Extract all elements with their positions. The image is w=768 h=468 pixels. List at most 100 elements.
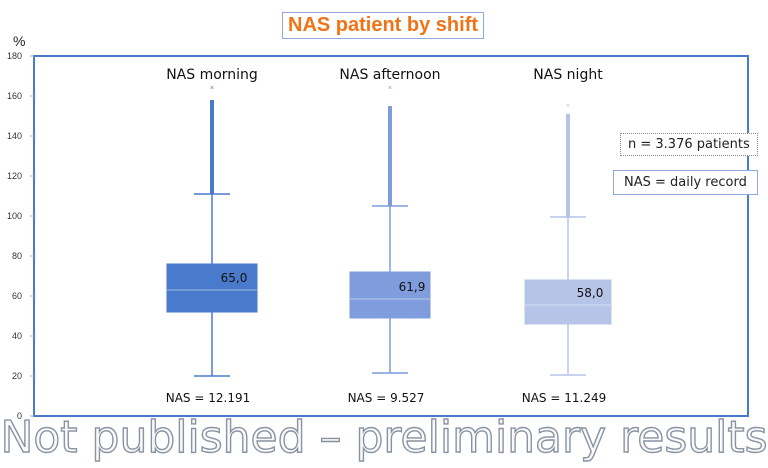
outlier-point: ×	[210, 185, 214, 191]
outlier-point: ×	[388, 143, 392, 149]
y-tick-label: 0	[17, 411, 22, 421]
outlier-point: ×	[566, 169, 570, 175]
outlier-point: ×	[210, 116, 214, 122]
outlier-point: ×	[388, 152, 392, 158]
outlier-point: ×	[388, 170, 392, 176]
outlier-point: ×	[388, 179, 392, 185]
box	[349, 271, 431, 319]
outlier-point: ×	[388, 188, 392, 194]
outlier-point: ×	[388, 134, 392, 140]
outlier-point: ×	[210, 170, 214, 176]
outlier-point: ×	[566, 124, 570, 130]
outlier-point: ×	[388, 167, 392, 173]
outlier-point: ×	[210, 152, 214, 158]
outlier-point: ×	[566, 157, 570, 163]
outlier-point: ×	[566, 208, 570, 214]
outlier-point: ×	[388, 140, 392, 146]
outlier-point: ×	[388, 182, 392, 188]
outlier-point: ×	[566, 148, 570, 154]
outlier-point: ×	[388, 146, 392, 152]
y-tick-label: 20	[12, 371, 22, 381]
category-label: NAS night	[533, 67, 603, 83]
outlier-point: ×	[388, 191, 392, 197]
outlier-point: ×	[210, 158, 214, 164]
outlier-point: ×	[566, 130, 570, 136]
outlier-max: ×	[388, 85, 392, 92]
outlier-point: ×	[388, 119, 392, 125]
outlier-point: ×	[388, 122, 392, 128]
outlier-point: ×	[210, 188, 214, 194]
y-tick-label: 140	[7, 131, 22, 141]
outlier-point: ×	[388, 200, 392, 206]
patients-note: n = 3.376 patients	[620, 133, 758, 156]
outlier-max: ×	[566, 103, 570, 110]
category-label: NAS morning	[166, 67, 258, 83]
outlier-point: ×	[210, 143, 214, 149]
outlier-point: ×	[566, 184, 570, 190]
outlier-point: ×	[210, 149, 214, 155]
outlier-point: ×	[210, 164, 214, 170]
outlier-point: ×	[388, 155, 392, 161]
category-label: NAS afternoon	[339, 67, 440, 83]
outlier-point: ×	[210, 128, 214, 134]
outlier-point: ×	[388, 149, 392, 155]
outlier-point: ×	[388, 116, 392, 122]
count-label: NAS = 11.249	[522, 391, 606, 405]
outlier-point: ×	[210, 176, 214, 182]
outlier-point: ×	[210, 173, 214, 179]
outlier-point: ×	[388, 107, 392, 113]
outlier-point: ×	[210, 113, 214, 119]
count-label: NAS = 12.191	[166, 391, 250, 405]
mean-label: 61,9	[399, 280, 426, 294]
outlier-point: ×	[566, 121, 570, 127]
outlier-point: ×	[566, 190, 570, 196]
outlier-point: ×	[566, 205, 570, 211]
outlier-point: ×	[566, 193, 570, 199]
outlier-point: ×	[566, 154, 570, 160]
outlier-point: ×	[566, 181, 570, 187]
outlier-point: ×	[210, 155, 214, 161]
outlier-point: ×	[388, 113, 392, 119]
outlier-point: ×	[388, 125, 392, 131]
outlier-point: ×	[566, 127, 570, 133]
outlier-point: ×	[566, 175, 570, 181]
outlier-point: ×	[566, 196, 570, 202]
outlier-point: ×	[210, 125, 214, 131]
outlier-point: ×	[566, 199, 570, 205]
outlier-point: ×	[210, 146, 214, 152]
y-tick-label: 160	[7, 91, 22, 101]
outlier-point: ×	[566, 151, 570, 157]
outlier-point: ×	[566, 202, 570, 208]
outlier-point: ×	[566, 133, 570, 139]
outlier-point: ×	[388, 137, 392, 143]
chart-title: NAS patient by shift	[282, 12, 485, 39]
outlier-point: ×	[210, 101, 214, 107]
outlier-point: ×	[388, 110, 392, 116]
outlier-point: ×	[388, 197, 392, 203]
mean-label: 65,0	[221, 271, 248, 285]
outlier-point: ×	[566, 115, 570, 121]
y-tick-label: 120	[7, 171, 22, 181]
mean-label: 58,0	[577, 286, 604, 300]
y-tick-label: 80	[12, 251, 22, 261]
y-tick-label: 180	[7, 51, 22, 61]
outlier-point: ×	[566, 139, 570, 145]
y-axis-label: %	[13, 33, 26, 49]
outlier-point: ×	[566, 163, 570, 169]
outlier-point: ×	[388, 158, 392, 164]
outlier-point: ×	[388, 194, 392, 200]
outlier-point: ×	[210, 137, 214, 143]
outlier-point: ×	[210, 140, 214, 146]
outlier-point: ×	[210, 179, 214, 185]
outlier-point: ×	[566, 178, 570, 184]
box	[166, 263, 258, 313]
box	[524, 279, 612, 325]
outlier-point: ×	[210, 119, 214, 125]
outlier-point: ×	[566, 187, 570, 193]
outlier-point: ×	[210, 161, 214, 167]
outlier-point: ×	[388, 164, 392, 170]
outlier-point: ×	[210, 104, 214, 110]
outlier-point: ×	[566, 142, 570, 148]
outlier-point: ×	[388, 185, 392, 191]
